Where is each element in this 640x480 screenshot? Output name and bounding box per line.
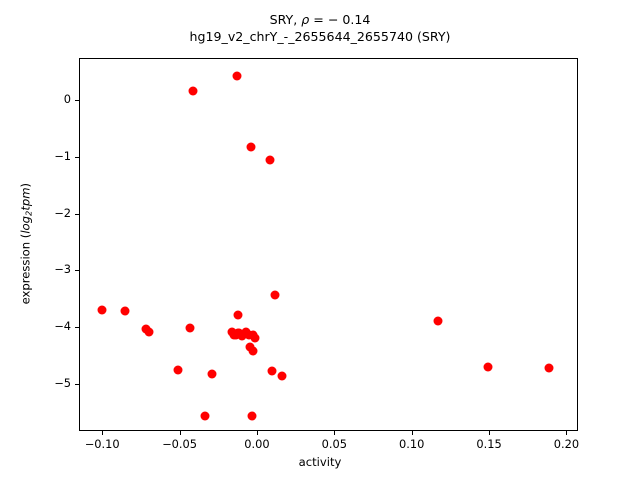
x-axis-tick-label: −0.05 — [162, 437, 198, 451]
data-point — [267, 366, 277, 376]
data-point — [120, 306, 130, 315]
y-axis-tick-label: −3 — [54, 262, 71, 277]
x-axis-tick-mark — [102, 431, 104, 435]
data-point — [97, 305, 107, 315]
y-axis-tick-mark — [75, 270, 79, 272]
x-axis-label: activity — [298, 455, 342, 469]
data-point — [233, 310, 243, 320]
x-axis-tick-label: 0.10 — [398, 437, 425, 451]
data-point — [188, 86, 198, 96]
plot-axes-frame — [79, 58, 578, 431]
y-axis-tick-label: −4 — [54, 319, 71, 334]
figure-title-block: SRY, ρ = − 0.14 hg19_v2_chrY_-_2655644_2… — [0, 12, 640, 45]
y-axis-tick-mark — [75, 213, 79, 215]
data-point — [185, 323, 195, 333]
data-point — [544, 363, 554, 373]
x-axis-tick-label: 0.20 — [553, 437, 580, 451]
x-axis-tick-label: −0.10 — [84, 437, 120, 451]
data-point — [232, 71, 242, 81]
x-axis-tick-mark — [489, 431, 491, 435]
y-axis-tick-mark — [75, 383, 79, 385]
y-axis-tick-mark — [75, 156, 79, 158]
data-point — [200, 411, 210, 421]
x-axis-tick-mark — [411, 431, 413, 435]
ylabel-log: log — [18, 215, 33, 234]
x-axis-tick-mark — [256, 431, 259, 435]
data-point — [237, 331, 247, 341]
figure-title-secondary: hg19_v2_chrY_-_2655644_2655740 (SRY) — [189, 28, 451, 44]
data-point — [270, 290, 280, 300]
ylabel-prefix: expression ( — [18, 233, 33, 305]
data-point — [207, 369, 217, 379]
data-point — [483, 362, 493, 372]
x-axis-tick-label: 0.00 — [244, 437, 270, 451]
rho-symbol: ρ — [301, 12, 310, 27]
y-axis-label: expression (log2tpm) — [18, 124, 33, 364]
figure-title-primary: SRY, ρ = − 0.14 — [0, 12, 640, 29]
y-axis-tick-label: −2 — [54, 205, 71, 220]
x-axis-tick-mark — [566, 431, 568, 435]
y-axis-tick-label: −1 — [54, 148, 71, 163]
x-axis-tick-label: 0.05 — [321, 437, 347, 451]
data-point — [173, 365, 183, 375]
data-point — [245, 342, 255, 352]
data-point — [433, 316, 443, 326]
data-point — [265, 155, 275, 165]
title-gene-rho: SRY, — [269, 12, 302, 27]
plot-data-area — [80, 59, 577, 430]
y-axis-tick-label: 0 — [63, 92, 71, 106]
x-axis-tick-mark — [179, 431, 181, 435]
x-axis-tick-mark — [334, 431, 336, 435]
data-point — [233, 328, 243, 338]
title-rho-value: = − 0.14 — [309, 12, 371, 27]
data-point — [250, 333, 260, 343]
data-point — [248, 346, 258, 356]
ylabel-subscript: 2 — [23, 210, 34, 216]
data-point — [246, 142, 256, 152]
y-axis-tick-mark — [75, 100, 79, 102]
y-axis-tick-label: −5 — [54, 375, 71, 390]
y-axis-tick-mark — [75, 327, 79, 329]
data-point — [277, 371, 287, 381]
ylabel-suffix: ) — [18, 182, 33, 188]
data-point — [144, 327, 154, 336]
ylabel-unit: tpm — [18, 187, 33, 211]
data-point — [247, 411, 257, 421]
x-axis-tick-label: 0.15 — [476, 437, 502, 451]
